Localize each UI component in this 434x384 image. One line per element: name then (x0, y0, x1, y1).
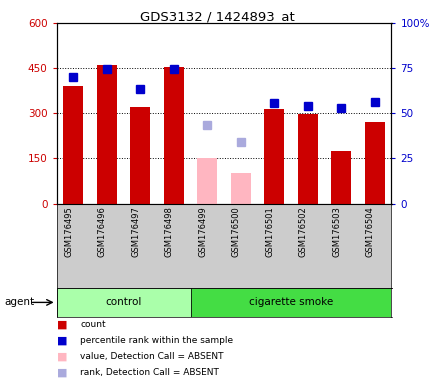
Bar (56, 288, 190, 317)
Bar (163, 67, 184, 204)
Text: GSM176499: GSM176499 (198, 206, 207, 257)
Bar (190, 288, 391, 317)
Text: ■: ■ (56, 336, 67, 346)
Bar (96, 65, 117, 204)
Text: ■: ■ (56, 352, 67, 362)
Bar (364, 122, 384, 204)
Text: count: count (80, 320, 106, 329)
Text: ■: ■ (56, 319, 67, 329)
Text: GDS3132 / 1424893_at: GDS3132 / 1424893_at (140, 10, 294, 23)
Text: GSM176502: GSM176502 (298, 206, 307, 257)
Text: rank, Detection Call = ABSENT: rank, Detection Call = ABSENT (80, 368, 219, 377)
Text: GSM176498: GSM176498 (164, 206, 174, 257)
Text: value, Detection Call = ABSENT: value, Detection Call = ABSENT (80, 352, 224, 361)
Text: ■: ■ (56, 368, 67, 378)
Text: GSM176501: GSM176501 (265, 206, 274, 257)
Bar (263, 109, 284, 204)
Text: GSM176496: GSM176496 (98, 206, 107, 257)
Text: cigarette smoke: cigarette smoke (248, 297, 332, 308)
Text: GSM176504: GSM176504 (365, 206, 374, 257)
Bar (297, 114, 317, 204)
Bar (130, 107, 150, 204)
Text: percentile rank within the sample: percentile rank within the sample (80, 336, 233, 345)
Bar (230, 174, 250, 204)
Bar (63, 86, 83, 204)
Text: control: control (105, 297, 141, 308)
Bar (197, 158, 217, 204)
Text: GSM176500: GSM176500 (231, 206, 240, 257)
Bar (330, 151, 351, 204)
Text: GSM176495: GSM176495 (64, 206, 73, 257)
Text: GSM176497: GSM176497 (131, 206, 140, 257)
Text: GSM176503: GSM176503 (332, 206, 341, 257)
Text: agent: agent (4, 297, 34, 308)
